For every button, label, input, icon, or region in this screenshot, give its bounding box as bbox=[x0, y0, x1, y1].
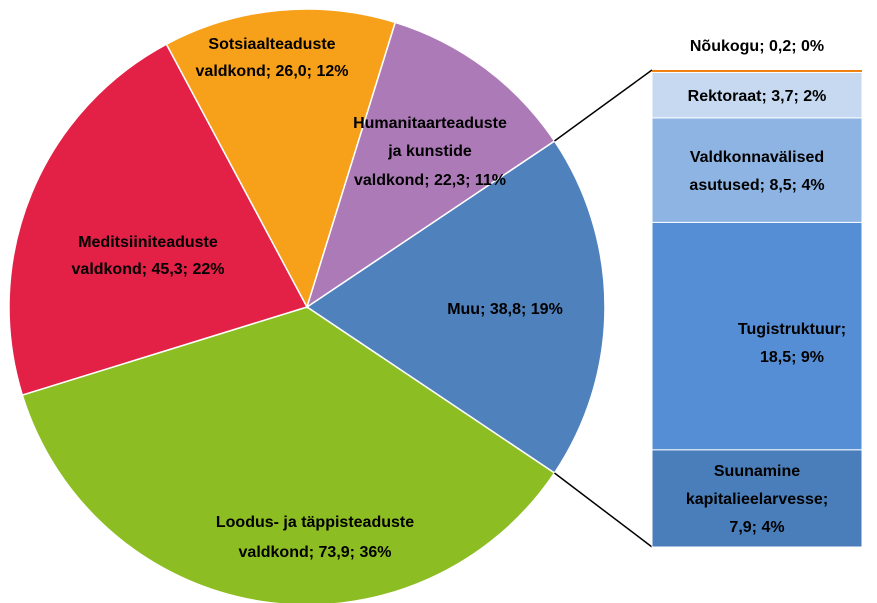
bar-label: 18,5; 9% bbox=[760, 349, 824, 366]
slice-label: Sotsiaalteaduste bbox=[208, 36, 335, 53]
bar-label: Rektoraat; 3,7; 2% bbox=[688, 88, 827, 105]
bar-segment bbox=[651, 221, 863, 451]
slice-label: Muu; 38,8; 19% bbox=[447, 301, 563, 318]
slice-label: Humanitaarteaduste bbox=[353, 115, 507, 132]
pie-slice bbox=[305, 139, 606, 475]
bar-label: Nõukogu; 0,2; 0% bbox=[690, 38, 824, 55]
slice-label: Loodus- ja täppisteaduste bbox=[216, 514, 414, 531]
connector bbox=[554, 472, 653, 548]
pie-slice bbox=[165, 8, 397, 309]
bar-label: 7,9; 4% bbox=[729, 519, 784, 536]
slice-label: ja kunstide bbox=[387, 143, 472, 160]
bar-segment bbox=[651, 117, 863, 223]
slice-label: Meditsiiniteaduste bbox=[78, 234, 218, 251]
bar-label: asutused; 8,5; 4% bbox=[689, 177, 824, 194]
bar-segment bbox=[651, 71, 863, 119]
slice-label: valdkond; 26,0; 12% bbox=[196, 63, 349, 80]
bar-segment bbox=[651, 449, 863, 548]
connector bbox=[554, 69, 653, 142]
slice-label: valdkond; 22,3; 11% bbox=[354, 172, 506, 189]
pie-slice bbox=[305, 21, 556, 309]
slice-label: valdkond; 73,9; 36% bbox=[239, 544, 392, 561]
bar-label: kapitalieelarvesse; bbox=[686, 491, 828, 508]
bar-label: Tugistruktuur; bbox=[738, 321, 846, 338]
bar-segment bbox=[652, 70, 862, 73]
slice-label: valdkond; 45,3; 22% bbox=[72, 261, 225, 278]
pie-slice bbox=[21, 306, 556, 603]
pie-slice bbox=[8, 43, 309, 397]
bar-label: Suunamine bbox=[714, 463, 800, 480]
bar-label: Valdkonnavälised bbox=[690, 149, 824, 166]
